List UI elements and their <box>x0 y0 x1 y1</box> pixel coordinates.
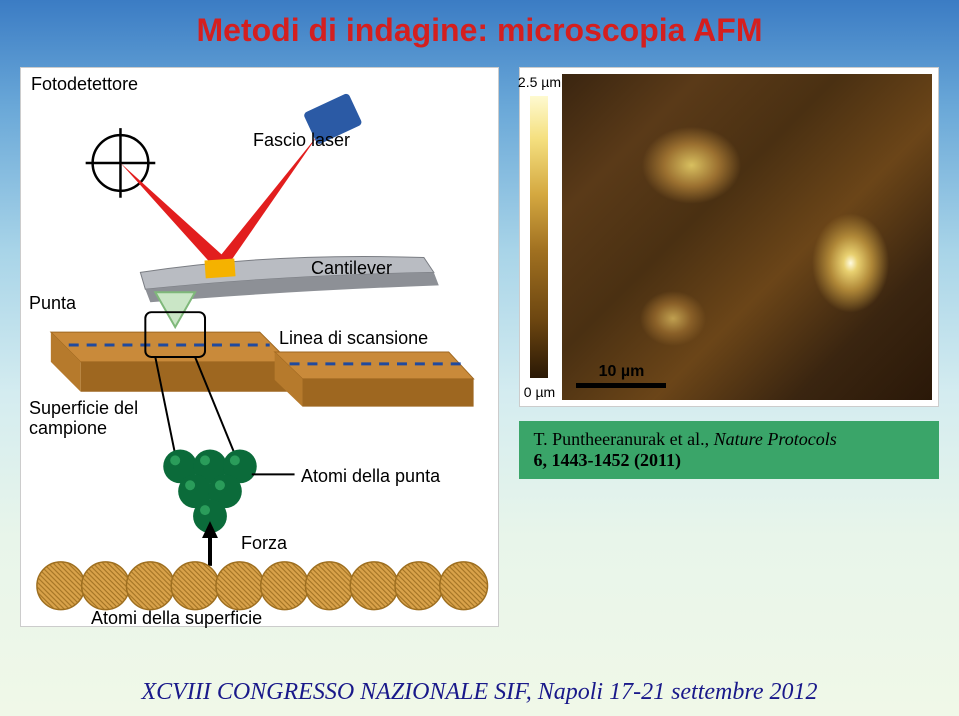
citation-box: T. Puntheeranurak et al., Nature Protoco… <box>519 421 939 479</box>
sample-block-left <box>51 332 290 392</box>
afm-topography-image: 10 µm <box>562 74 932 400</box>
scalebar-text: 10 µm <box>599 363 645 381</box>
tip-icon <box>155 292 195 327</box>
citation-details: 6, 1443-1452 (2011) <box>533 450 681 470</box>
right-column: 2.5 µm 0 µm 10 µm T. Puntheeranurak et a… <box>519 67 939 627</box>
label-punta: Punta <box>29 293 76 314</box>
label-fotodetettore: Fotodetettore <box>31 74 138 95</box>
citation-line1: T. Puntheeranurak et al., Nature Protoco… <box>533 429 925 450</box>
laser-beam-left <box>120 163 224 262</box>
citation-line2: 6, 1443-1452 (2011) <box>533 450 925 471</box>
laser-beam-right <box>215 133 319 262</box>
content-row: Fotodetettore Fascio laser Cantilever Pu… <box>0 67 959 627</box>
colorbar-gradient <box>530 96 548 378</box>
label-linea-scan: Linea di scansione <box>279 328 428 349</box>
citation-journal: Nature Protocols <box>714 429 837 449</box>
scalebar: 10 µm <box>576 363 666 388</box>
afm-schematic-panel: Fotodetettore Fascio laser Cantilever Pu… <box>20 67 499 627</box>
label-fascio-laser: Fascio laser <box>253 130 350 151</box>
colorbar-bottom-label: 0 µm <box>524 384 555 400</box>
citation-author: T. Puntheeranurak et al., <box>533 429 713 449</box>
footer-text: XCVIII CONGRESSO NAZIONALE SIF, Napoli 1… <box>0 679 959 706</box>
sample-block-right <box>275 352 474 407</box>
scalebar-line <box>576 383 666 388</box>
label-atomi-punta: Atomi della punta <box>301 466 440 487</box>
label-cantilever: Cantilever <box>311 258 392 279</box>
surface-atoms-icon <box>37 562 488 610</box>
slide-title: Metodi di indagine: microscopia AFM <box>0 0 959 49</box>
label-forza: Forza <box>241 533 287 554</box>
afm-topography-panel: 2.5 µm 0 µm 10 µm <box>519 67 939 407</box>
label-superficie-2: campione <box>29 418 107 439</box>
tip-atoms-icon <box>163 449 257 533</box>
label-atomi-superficie: Atomi della superficie <box>91 608 262 629</box>
colorbar-top-label: 2.5 µm <box>518 74 561 90</box>
label-superficie-1: Superficie del <box>29 398 138 419</box>
colorbar: 2.5 µm 0 µm <box>526 74 552 400</box>
